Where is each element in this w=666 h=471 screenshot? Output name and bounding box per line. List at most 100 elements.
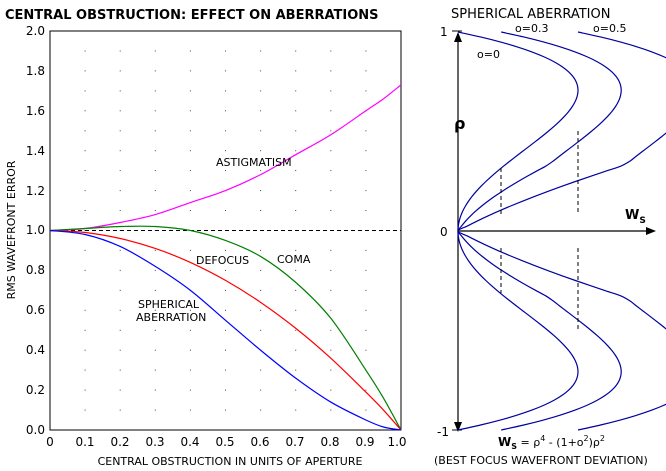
grid-dot <box>260 210 262 211</box>
grid-dot <box>365 50 367 52</box>
grid-dot <box>84 150 86 152</box>
x-tick-7: 0.7 <box>285 435 304 449</box>
y-tick-6: 1.2 <box>26 184 45 198</box>
x-tick-9: 0.9 <box>355 435 374 449</box>
grid-dot <box>154 90 156 92</box>
grid-dot <box>119 269 121 271</box>
grid-dot <box>154 70 156 72</box>
grid-dot <box>154 329 156 331</box>
grid-dot <box>260 389 262 391</box>
grid-dot <box>189 150 191 152</box>
grid-dot <box>330 389 332 391</box>
y-tick-5: 1.0 <box>26 223 45 237</box>
formula-p4: 4 <box>540 434 545 443</box>
y-tick-8: 1.6 <box>26 104 45 118</box>
grid-dot <box>365 70 367 72</box>
grid-dot <box>260 369 262 371</box>
grid-dot <box>260 70 262 72</box>
grid-dot <box>330 170 332 172</box>
grid-dot <box>330 409 332 411</box>
grid-dot <box>225 389 226 391</box>
grid-dot <box>330 329 332 331</box>
grid-dot <box>84 349 86 351</box>
grid-dot <box>365 190 367 192</box>
grid-dot <box>295 130 297 132</box>
grid-dot <box>295 249 297 251</box>
grid-dot <box>189 70 191 72</box>
grid-dot <box>295 389 297 391</box>
grid-dot <box>365 249 367 251</box>
grid-dot <box>365 329 367 331</box>
grid-dot <box>154 409 156 411</box>
grid-dot <box>295 309 297 311</box>
grid-dot <box>260 150 262 152</box>
grid-dot <box>154 130 156 132</box>
grid-dot <box>330 289 332 291</box>
grid-dot <box>119 170 121 172</box>
grid-dot <box>119 70 121 72</box>
grid-dot <box>84 309 86 311</box>
grid-dot <box>154 389 156 391</box>
rho-label: ρ <box>454 114 465 133</box>
grid-dot <box>295 50 297 52</box>
grid-dot <box>260 249 262 251</box>
ws-label-main: W <box>625 208 639 223</box>
grid-dot <box>260 170 262 172</box>
formula-s: S <box>511 442 517 451</box>
series-line-astigmatism <box>49 84 402 232</box>
formula: WS = ρ4 - (1+o2)ρ2 <box>498 434 605 451</box>
grid-dot <box>225 349 226 351</box>
grid-dot <box>119 130 121 132</box>
grid-dot <box>365 289 367 291</box>
grid-dot <box>260 90 262 92</box>
ws-label: WS <box>625 208 646 226</box>
grid-dot <box>260 409 262 411</box>
grid-dot <box>295 409 297 411</box>
grid-dot <box>189 369 191 371</box>
ws-label-sub: S <box>639 216 645 226</box>
grid-dot <box>84 110 86 112</box>
grid-dot <box>330 150 332 152</box>
x-tick-8: 0.8 <box>320 435 339 449</box>
right-y-tick-top: 1 <box>440 25 448 39</box>
formula-w: W <box>498 435 511 449</box>
grid-dot <box>330 70 332 72</box>
x-tick-4: 0.4 <box>180 435 199 449</box>
grid-dot <box>295 110 297 112</box>
series-line-coma <box>49 225 402 431</box>
grid-dot <box>365 269 367 271</box>
grid-dot <box>189 309 191 311</box>
grid-dot <box>84 269 86 271</box>
grid-dot <box>189 269 191 271</box>
grid-dot <box>189 349 191 351</box>
grid-dot <box>84 70 86 72</box>
grid-dot <box>119 110 121 112</box>
grid-dot <box>330 90 332 92</box>
y-tick-7: 1.4 <box>26 144 45 158</box>
grid-dot <box>84 249 86 251</box>
grid-dot <box>225 130 226 132</box>
wavefront-curve-o-05 <box>457 31 666 431</box>
grid-dot <box>260 329 262 331</box>
grid-dot <box>84 90 86 92</box>
left-x-ticks: 0 0.1 0.2 0.3 0.4 0.5 0.6 0.7 0.8 0.9 1.… <box>46 435 406 449</box>
grid-dot <box>225 90 226 92</box>
grid-dot <box>154 349 156 351</box>
grid-dot <box>154 210 156 211</box>
grid-dot <box>225 170 226 172</box>
y-tick-4: 0.8 <box>26 263 45 277</box>
grid-dot <box>154 309 156 311</box>
y-tick-9: 1.8 <box>26 64 45 78</box>
x-tick-5: 0.5 <box>215 435 234 449</box>
grid-dot <box>365 409 367 411</box>
grid-dot <box>119 329 121 331</box>
curve-label-o03: o=0.3 <box>515 22 548 35</box>
curve-label-o0: o=0 <box>477 48 500 61</box>
grid-dot <box>189 210 191 211</box>
grid-dot <box>119 389 121 391</box>
grid-dot <box>84 210 86 211</box>
grid-dot <box>330 190 332 192</box>
grid-dot <box>365 130 367 132</box>
grid-dot <box>365 170 367 172</box>
rho-arrow-down <box>454 422 462 432</box>
